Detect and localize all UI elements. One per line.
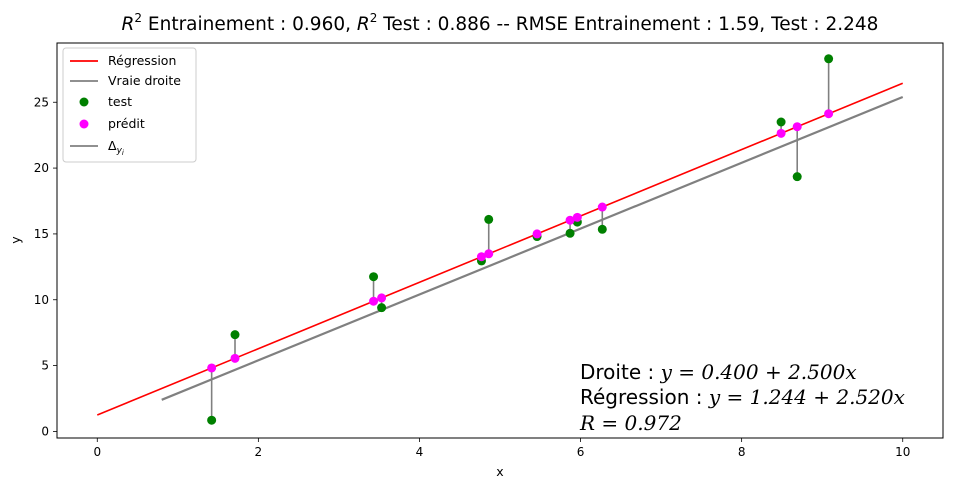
test-point-5 [484, 214, 494, 224]
y-tick-label-3: 15 [34, 227, 49, 241]
x-tick-label-4: 8 [738, 445, 746, 459]
predicted-point-5 [484, 249, 494, 259]
annotation-line-2: Régression : y = 1.244 + 2.520x [580, 385, 905, 409]
legend-label-regression: Régression [108, 53, 176, 68]
predicted-point-12 [824, 109, 834, 119]
legend-swatch-test [79, 97, 89, 107]
annotation-line-2-eq: y = 1.244 + 2.520x [708, 385, 905, 409]
x-tick-label-3: 6 [577, 445, 585, 459]
x-axis-label: x [496, 464, 503, 479]
test-point-1 [230, 330, 240, 340]
legend-delta-sub: y [116, 146, 123, 156]
legend: Régression Vraie droite test prédit Δyi [62, 47, 197, 163]
title-r1: R [122, 14, 135, 35]
title-sup2: 2 [370, 11, 378, 25]
test-point-11 [792, 172, 802, 182]
predicted-point-1 [230, 353, 240, 363]
predicted-point-10 [776, 128, 786, 138]
predicted-point-3 [377, 293, 387, 303]
legend-swatch-predicted [79, 119, 89, 129]
annotation-line-1-prefix: Droite : [580, 360, 661, 384]
legend-box [62, 47, 197, 163]
predicted-point-0 [207, 363, 217, 373]
annotation-line-3: R = 0.972 [579, 411, 682, 435]
annotation-line-3-eq: R = 0.972 [579, 411, 682, 435]
y-tick-label-5: 25 [34, 95, 49, 109]
y-tick-label-1: 5 [41, 359, 49, 373]
title-part2: Entrainement : 0.960, [142, 14, 357, 35]
true-line [161, 95, 904, 401]
predicted-point-8 [572, 212, 582, 222]
y-tick-label-0: 0 [41, 424, 49, 438]
annotation-line-1-eq: y = 0.400 + 2.500x [660, 360, 857, 384]
y-tick-label-4: 20 [34, 161, 49, 175]
predicted-point-2 [369, 296, 379, 306]
title-r2: R [357, 14, 370, 35]
chart-points [207, 54, 834, 425]
x-tick-label-1: 2 [255, 445, 263, 459]
predicted-point-6 [532, 229, 542, 239]
legend-label-true-line: Vraie droite [108, 73, 181, 88]
equation-annotation: Droite : y = 0.400 + 2.500x Régression :… [579, 360, 905, 435]
x-tick-label-5: 10 [895, 445, 910, 459]
y-tick-label-2: 10 [34, 293, 49, 307]
test-point-10 [776, 117, 786, 127]
predicted-point-11 [792, 122, 802, 132]
title-sup1: 2 [134, 11, 142, 25]
x-tick-label-2: 4 [416, 445, 424, 459]
predicted-point-9 [597, 202, 607, 212]
title-part4: Test : 0.886 -- RMSE Entrainement : 1.59… [377, 14, 878, 35]
test-point-7 [565, 228, 575, 238]
test-point-9 [597, 224, 607, 234]
test-point-12 [824, 54, 834, 64]
legend-label-test: test [108, 94, 132, 109]
y-axis-label: y [8, 236, 23, 244]
legend-delta-symbol: Δ [108, 138, 117, 153]
plot-frame [56, 42, 944, 439]
annotation-line-1: Droite : y = 0.400 + 2.500x [580, 360, 857, 384]
annotation-line-2-prefix: Régression : [580, 385, 709, 409]
axis-ticks: 0 2 4 6 8 10 0 5 10 15 20 25 [34, 95, 911, 459]
predicted-point-4 [476, 252, 486, 262]
predicted-point-7 [565, 215, 575, 225]
test-point-2 [369, 272, 379, 282]
chart-title: R2 Entrainement : 0.960, R2 Test : 0.886… [122, 11, 879, 35]
legend-label-delta: Δyi [108, 138, 124, 157]
x-tick-label-0: 0 [93, 445, 101, 459]
test-point-0 [207, 415, 217, 425]
test-point-3 [377, 303, 387, 313]
legend-label-predicted: prédit [108, 116, 145, 131]
legend-delta-subsub: i [122, 149, 124, 157]
